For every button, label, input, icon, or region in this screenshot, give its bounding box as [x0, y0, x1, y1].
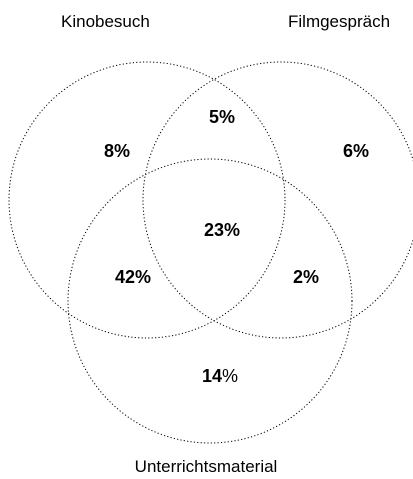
value-filmgespraech-only: 6%: [343, 141, 369, 161]
value-filmgespraech-unterrichtsmaterial: 2%: [293, 267, 319, 287]
value-kinobesuch-unterrichtsmaterial: 42%: [115, 267, 151, 287]
value-all-three: 23%: [204, 220, 240, 240]
label-unterrichtsmaterial: Unterrichtsmaterial: [135, 457, 278, 476]
value-unterrichtsmaterial-only: 14%: [202, 366, 238, 386]
circle-kinobesuch: [8, 61, 286, 339]
value-kinobesuch-only: 8%: [104, 141, 130, 161]
label-kinobesuch: Kinobesuch: [61, 12, 150, 31]
circle-unterrichtsmaterial: [67, 158, 353, 444]
value-kinobesuch-filmgespraech: 5%: [209, 107, 235, 127]
label-filmgespraech: Filmgespräch: [288, 12, 390, 31]
circle-filmgespraech: [142, 61, 413, 339]
